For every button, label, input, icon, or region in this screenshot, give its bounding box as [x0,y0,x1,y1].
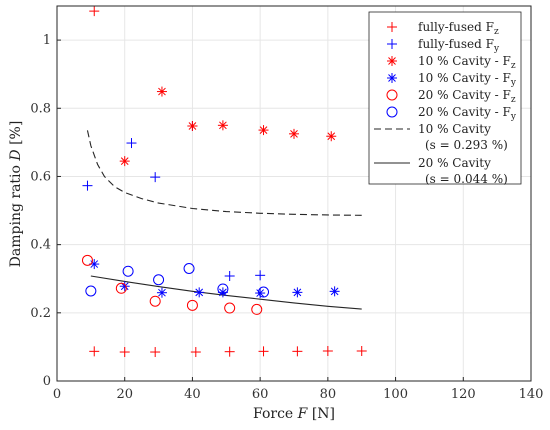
legend-entry-1: fully-fused Fy [387,37,500,54]
data-point-s3-p3 [194,287,205,298]
data-point-s1-p5 [255,270,266,281]
data-point-s2-p2 [187,121,198,131]
legend-label-line2: (s = 0.044 %) [425,172,508,186]
legend-label: 20 % Cavity - Fz [418,88,516,105]
data-point-s0-p0 [89,6,100,17]
y-tick-label: 0.6 [30,169,51,184]
x-tick-label: 60 [252,387,269,402]
legend-entry-6: 10 % Cavity (s = 0.293 %) [374,122,508,152]
data-point-s0-p1 [89,346,100,357]
data-point-s5-p5 [258,286,270,298]
data-point-s2-p5 [289,128,299,139]
y-tick-label: 1 [43,33,51,48]
legend-label: 10 % Cavity - Fy [418,71,517,88]
data-point-s2-p0 [119,156,130,167]
data-point-s1-p2 [150,172,161,183]
data-point-s5-p0 [85,285,97,297]
legend-marker-swatch [387,56,397,66]
legend-entry-3: 10 % Cavity - Fy [387,71,517,88]
legend-label: fully-fused Fy [418,37,500,54]
data-point-s0-p6 [258,346,269,357]
data-point-s0-p5 [224,346,235,357]
data-point-s2-p6 [326,131,337,142]
data-point-s5-p2 [153,274,165,286]
legend-label: 20 % Cavity [418,156,491,170]
data-markers [81,6,367,358]
data-point-s4-p3 [186,299,198,311]
x-tick-label: 40 [184,387,201,402]
y-tick-label: 0.4 [30,238,51,253]
series-line-6 [86,130,362,216]
y-tick-label: 0.2 [30,306,51,321]
data-point-s4-p1 [115,282,127,294]
fit-curves [86,130,362,310]
legend-label: 10 % Cavity - Fz [418,54,516,71]
x-axis-label: Force F [N] [253,406,335,422]
data-point-s1-p4 [224,271,235,281]
data-point-s3-p7 [329,286,340,297]
data-point-s4-p2 [149,295,161,307]
data-point-s2-p3 [217,120,228,131]
data-point-s0-p8 [322,346,333,356]
plot-frame [56,5,532,382]
legend-label: fully-fused Fz [418,20,499,37]
data-point-s5-p3 [183,263,195,274]
legend-marker-swatch [386,89,398,101]
x-tick-label: 20 [116,387,133,402]
data-point-s3-p6 [292,287,303,298]
x-tick-label: 140 [519,387,544,402]
data-point-s1-p0 [82,180,93,191]
legend-entry-7: 20 % Cavity (s = 0.044 %) [374,156,508,186]
legend-entry-4: 20 % Cavity - Fz [386,88,516,105]
data-point-s3-p2 [156,287,167,298]
x-axis-ticks: 0 20 40 60 80 100 120 140 [53,377,544,402]
data-point-s4-p5 [251,303,263,315]
legend-label: 20 % Cavity - Fy [418,105,517,122]
x-tick-label: 0 [53,387,61,402]
data-point-s4-p0 [81,254,93,266]
y-axis-label: Damping ratio D [%] [8,121,24,268]
legend-box [368,11,522,185]
data-point-s0-p4 [190,347,201,358]
data-point-s3-p1 [119,281,130,292]
data-point-s1-p1 [126,138,137,149]
data-point-s0-p9 [356,346,367,356]
legend-entry-2: 10 % Cavity - Fz [387,54,516,71]
data-point-s4-p4 [224,302,236,314]
data-point-s5-p1 [122,265,134,277]
data-point-s3-p5 [255,288,266,299]
legend-marker-swatch [387,73,397,83]
data-point-s0-p7 [292,346,303,357]
legend-marker-swatch [386,106,398,118]
data-point-s5-p4 [217,283,229,295]
data-point-s2-p4 [258,125,269,136]
data-point-s0-p2 [119,347,130,358]
legend-label: 10 % Cavity [418,122,491,136]
y-axis-ticks: 0 0.2 0.4 0.6 0.8 1 [30,33,61,389]
x-tick-label: 100 [383,387,408,402]
data-point-s2-p1 [156,86,167,97]
y-tick-label: 0 [43,374,51,389]
data-point-s0-p3 [150,347,161,358]
legend-entry-0: fully-fused Fz [387,20,499,37]
legend-marker-swatch [387,39,397,49]
legend-marker-swatch [387,22,397,32]
y-tick-label: 0.8 [30,101,51,116]
legend-label-line2: (s = 0.293 %) [425,138,508,152]
legend-entry-5: 20 % Cavity - Fy [386,105,517,122]
x-tick-label: 120 [451,387,476,402]
x-tick-label: 80 [320,387,337,402]
